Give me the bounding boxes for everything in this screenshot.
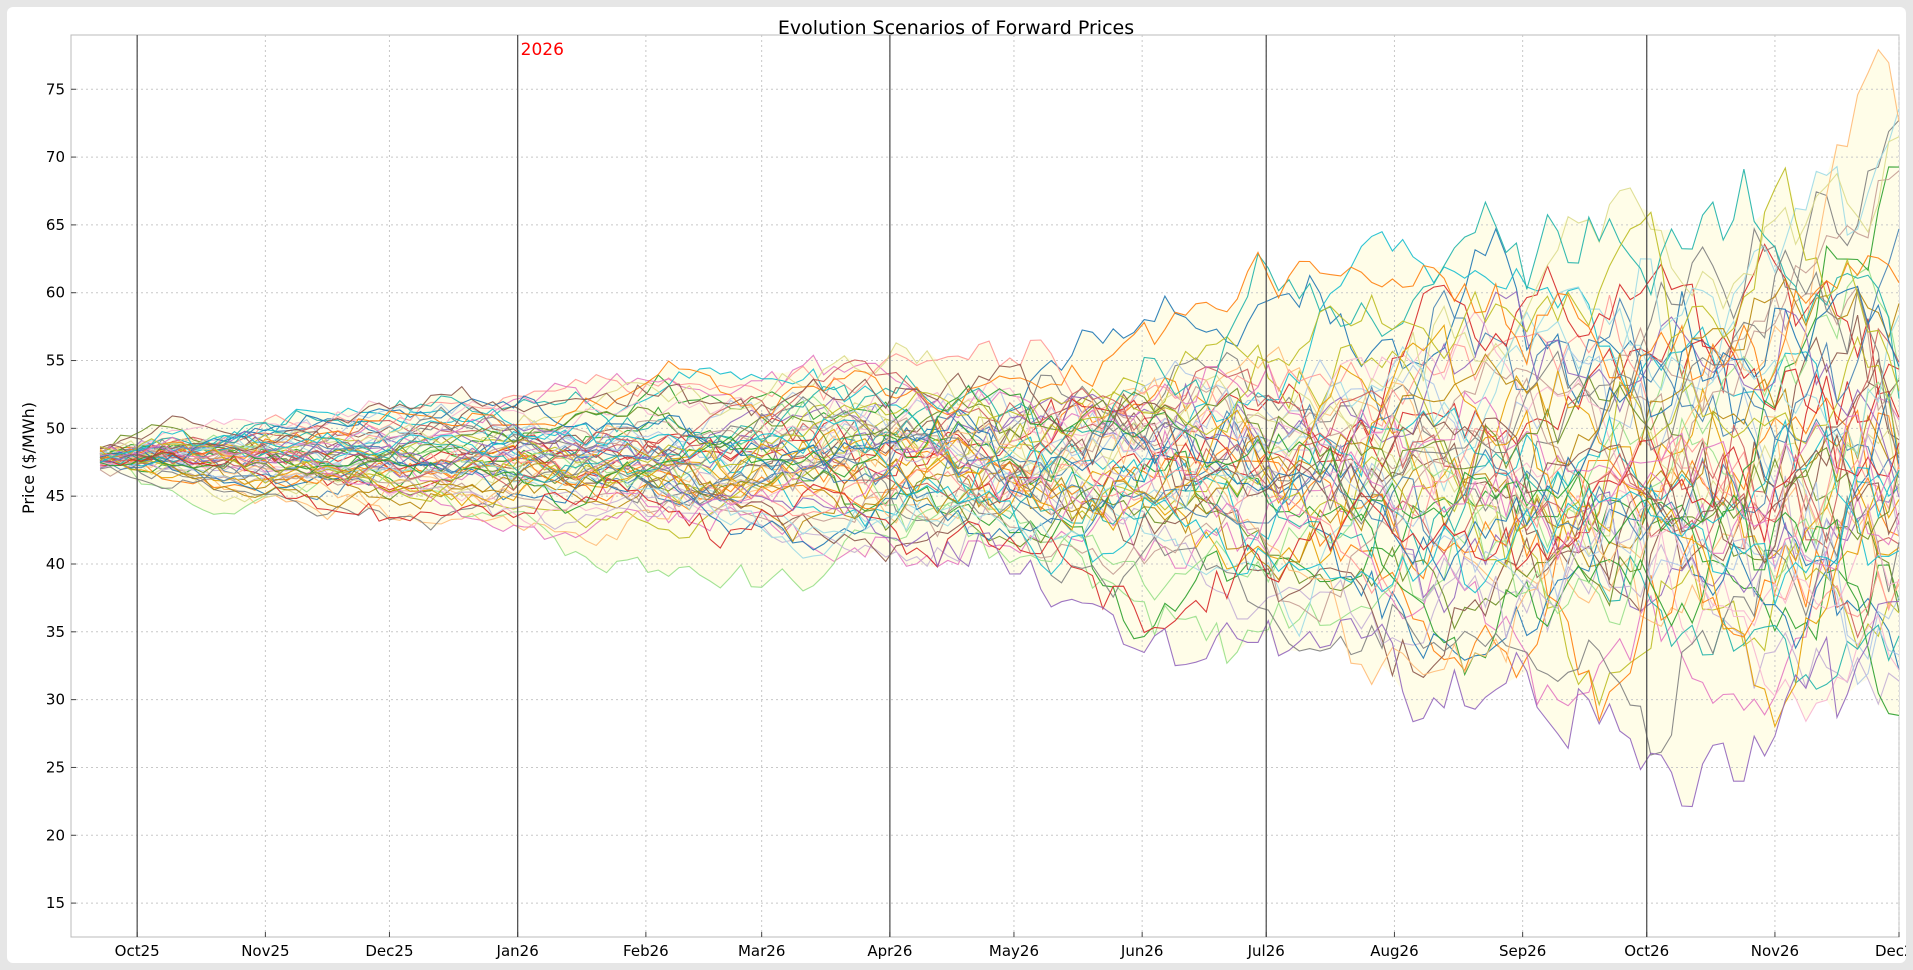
forward-price-chart: Evolution Scenarios of Forward Prices Pr… bbox=[19, 17, 1906, 960]
y-tick-label: 35 bbox=[46, 623, 65, 641]
scenario-line bbox=[99, 263, 1900, 504]
scenario-line bbox=[99, 392, 1900, 661]
scenario-line bbox=[99, 251, 1900, 459]
scenario-line bbox=[99, 417, 1900, 605]
scenario-line bbox=[99, 378, 1900, 627]
y-tick-label: 60 bbox=[46, 284, 65, 302]
scenario-line bbox=[99, 249, 1900, 525]
x-tick-label: Apr26 bbox=[867, 942, 912, 960]
x-tick-label: Dec26 bbox=[1875, 942, 1906, 960]
scenario-line bbox=[99, 335, 1900, 707]
scenario-line bbox=[99, 414, 1900, 561]
scenario-line bbox=[99, 166, 1900, 502]
scenario-line bbox=[99, 366, 1900, 639]
scenario-line bbox=[99, 346, 1900, 628]
scenario-line bbox=[99, 367, 1900, 567]
scenario-line bbox=[99, 433, 1900, 639]
scenario-line bbox=[99, 285, 1900, 582]
scenario-line bbox=[99, 363, 1900, 564]
y-axis-label: Price ($/MWh) bbox=[19, 402, 38, 514]
scenario-line bbox=[99, 48, 1900, 686]
y-tick-label: 40 bbox=[46, 555, 65, 573]
scenario-line bbox=[99, 258, 1900, 542]
scenario-line bbox=[99, 230, 1900, 528]
y-tick-label: 75 bbox=[46, 80, 65, 98]
chart-title: Evolution Scenarios of Forward Prices bbox=[778, 17, 1134, 39]
x-tick-label: Oct26 bbox=[1624, 942, 1669, 960]
x-tick-label: Nov25 bbox=[241, 942, 289, 960]
y-tick-label: 15 bbox=[46, 894, 65, 912]
scenario-line bbox=[99, 423, 1900, 808]
scenario-line bbox=[99, 377, 1900, 626]
y-tick-label: 25 bbox=[46, 758, 65, 776]
x-tick-label: Aug26 bbox=[1370, 942, 1418, 960]
y-tick-label: 55 bbox=[46, 352, 65, 370]
scenario-line bbox=[99, 324, 1900, 729]
chart-frame: Evolution Scenarios of Forward Prices Pr… bbox=[7, 7, 1906, 963]
scenario-line bbox=[99, 375, 1900, 540]
scenario-line bbox=[99, 372, 1900, 634]
y-tick-label: 30 bbox=[46, 691, 65, 709]
x-tick-label: Jan26 bbox=[496, 942, 539, 960]
x-tick-label: May26 bbox=[989, 942, 1039, 960]
envelope-area bbox=[100, 49, 1899, 807]
y-tick-label: 65 bbox=[46, 216, 65, 234]
x-tick-label: Jun26 bbox=[1120, 942, 1164, 960]
x-tick-label: Dec25 bbox=[365, 942, 413, 960]
x-tick-label: Feb26 bbox=[623, 942, 669, 960]
year-annotation: 2026 bbox=[521, 40, 564, 60]
x-tick-label: Sep26 bbox=[1499, 942, 1546, 960]
scenario-line bbox=[99, 455, 1900, 756]
scenario-line bbox=[99, 391, 1900, 690]
scenario-line bbox=[99, 424, 1900, 631]
scenario-line bbox=[99, 228, 1900, 545]
plot-area: 15 20 25 30 35 40 45 50 55 60 65 70 75 Oct25 Nov25 Dec2… bbox=[46, 34, 1906, 960]
y-tick-label: 50 bbox=[46, 419, 65, 437]
x-tick-label: Nov26 bbox=[1751, 942, 1799, 960]
x-tick-label: Mar26 bbox=[738, 942, 785, 960]
x-tick-label: Jul26 bbox=[1247, 942, 1285, 960]
scenario-line bbox=[99, 384, 1900, 716]
y-tick-label: 45 bbox=[46, 487, 65, 505]
x-tick-label: Oct25 bbox=[115, 942, 160, 960]
scenario-line bbox=[99, 289, 1900, 506]
scenario-line bbox=[99, 327, 1900, 544]
scenario-line bbox=[99, 290, 1900, 498]
scenario-line bbox=[99, 168, 1900, 483]
y-tick-label: 70 bbox=[46, 148, 65, 166]
y-tick-label: 20 bbox=[46, 826, 65, 844]
